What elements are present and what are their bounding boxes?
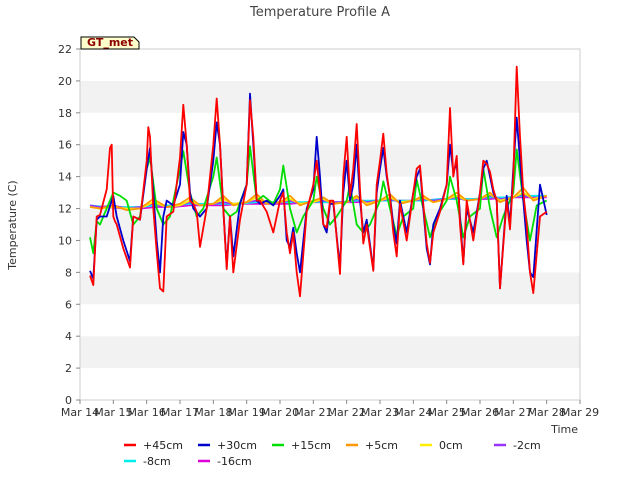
x-tick-label: Mar 18 bbox=[194, 406, 232, 419]
legend-label: 0cm bbox=[439, 439, 463, 452]
y-tick-label: 18 bbox=[58, 107, 72, 120]
grid-band bbox=[80, 49, 580, 81]
plot-area bbox=[79, 48, 581, 401]
legend: +45cm +30cm +15cm +5cm 0cm -2cm -8cm -16cm bbox=[124, 439, 541, 468]
legend-label: +30cm bbox=[217, 439, 257, 452]
grid-band bbox=[80, 240, 580, 273]
x-axis-label: Time bbox=[550, 423, 578, 436]
grid-band bbox=[80, 144, 580, 177]
grid-band bbox=[80, 336, 580, 369]
y-tick-label: 0 bbox=[65, 394, 72, 407]
x-tick-label: Mar 29 bbox=[561, 406, 599, 419]
grid-band bbox=[80, 304, 580, 337]
badge-label: GT_met bbox=[87, 36, 133, 49]
x-tick-label: Mar 21 bbox=[294, 406, 332, 419]
y-tick-label: 2 bbox=[65, 362, 72, 375]
series-line-5cm bbox=[89, 186, 548, 212]
legend-label: -2cm bbox=[513, 439, 541, 452]
chart-title: Temperature Profile A bbox=[249, 5, 390, 20]
x-tick-label: Mar 27 bbox=[494, 406, 532, 419]
legend-item: +15cm bbox=[272, 439, 331, 452]
y-tick-label: 14 bbox=[58, 171, 72, 184]
legend-item: +45cm bbox=[124, 439, 183, 452]
x-tick-label: Mar 24 bbox=[394, 406, 432, 419]
legend-item: -8cm bbox=[124, 455, 171, 468]
y-tick-label: 10 bbox=[58, 234, 72, 247]
y-tick-label: 22 bbox=[58, 43, 72, 56]
x-tick-label: Mar 25 bbox=[428, 406, 466, 419]
series-line-45cm bbox=[89, 65, 548, 298]
x-tick-label: Mar 14 bbox=[61, 406, 99, 419]
y-tick-label: 4 bbox=[65, 330, 72, 343]
x-tick-label: Mar 20 bbox=[261, 406, 299, 419]
legend-item: 0cm bbox=[420, 439, 463, 452]
legend-label: +15cm bbox=[291, 439, 331, 452]
grid-band bbox=[80, 112, 580, 145]
x-tick-label: Mar 19 bbox=[228, 406, 266, 419]
y-tick-label: 16 bbox=[58, 139, 72, 152]
series-lines bbox=[89, 65, 548, 298]
legend-item: -2cm bbox=[494, 439, 541, 452]
y-tick-label: 20 bbox=[58, 75, 72, 88]
x-tick-label: Mar 26 bbox=[461, 406, 499, 419]
legend-item: -16cm bbox=[198, 455, 252, 468]
grid-bands bbox=[80, 49, 580, 400]
x-tick-label: Mar 15 bbox=[94, 406, 132, 419]
grid-band bbox=[80, 272, 580, 305]
legend-label: +5cm bbox=[365, 439, 398, 452]
x-tick-label: Mar 22 bbox=[328, 406, 366, 419]
x-tick-label: Mar 16 bbox=[128, 406, 166, 419]
gt-met-badge: GT_met bbox=[80, 36, 140, 50]
legend-label: -16cm bbox=[217, 455, 252, 468]
x-tick-label: Mar 23 bbox=[361, 406, 399, 419]
legend-item: +5cm bbox=[346, 439, 398, 452]
legend-label: +45cm bbox=[143, 439, 183, 452]
y-tick-label: 6 bbox=[65, 298, 72, 311]
grid-band bbox=[80, 80, 580, 113]
y-axis-label: Temperature (C) bbox=[6, 180, 19, 270]
x-tick-label: Mar 17 bbox=[161, 406, 199, 419]
grid-band bbox=[80, 368, 580, 400]
legend-item: +30cm bbox=[198, 439, 257, 452]
legend-label: -8cm bbox=[143, 455, 171, 468]
y-tick-label: 8 bbox=[65, 266, 72, 279]
y-tick-label: 12 bbox=[58, 203, 72, 216]
y-axis: 0 2 4 6 8 10 12 14 16 18 20 22 bbox=[58, 43, 80, 407]
x-tick-label: Mar 28 bbox=[528, 406, 566, 419]
